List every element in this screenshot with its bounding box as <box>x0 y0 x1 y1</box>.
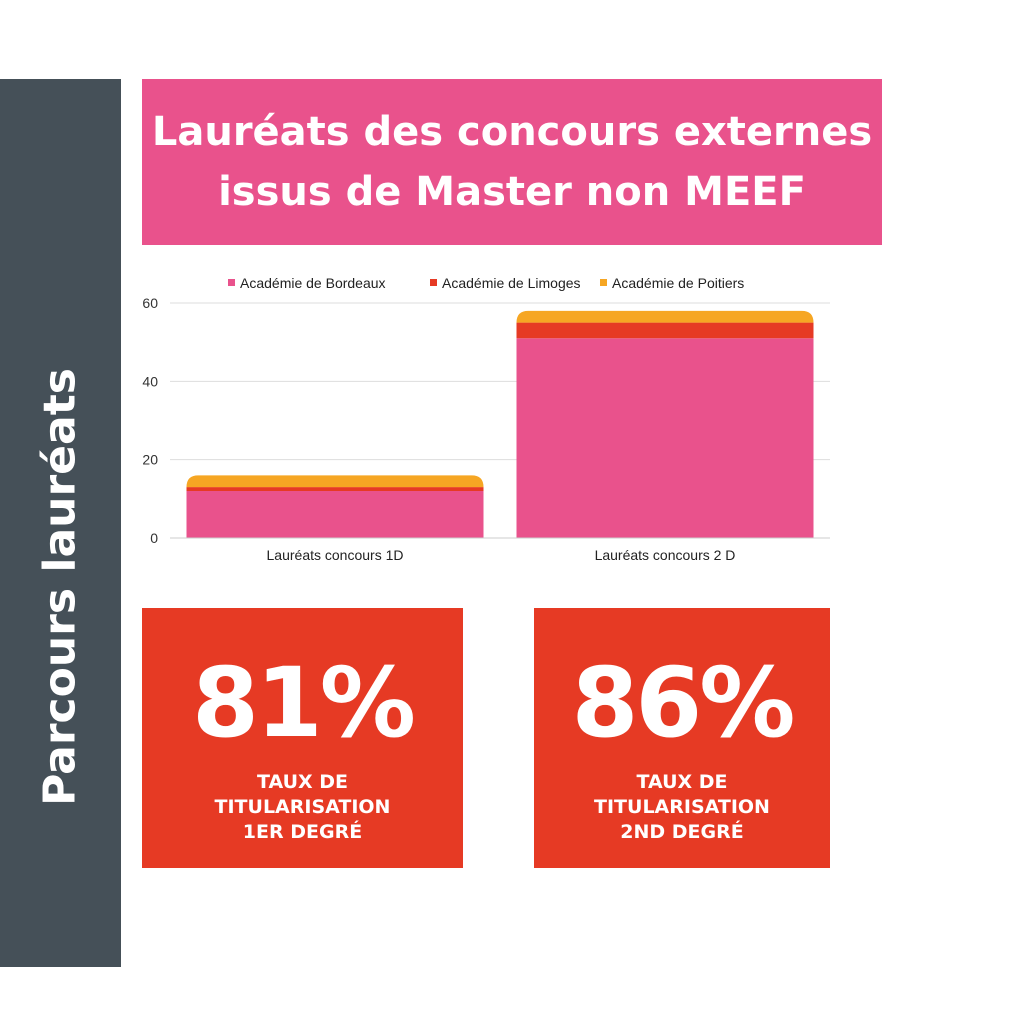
y-tick-label: 60 <box>142 295 158 311</box>
title-line-2: issus de Master non MEEF <box>218 169 806 215</box>
stat-label: TAUX DE TITULARISATION 1ER DEGRÉ <box>142 770 463 845</box>
stat-value: 81% <box>192 647 416 759</box>
y-tick-label: 40 <box>142 373 158 389</box>
stat-label-line: 1ER DEGRÉ <box>242 821 363 843</box>
stat-value: 86% <box>571 647 796 759</box>
legend-label: Académie de Bordeaux <box>240 275 386 291</box>
stat-label-line: 2ND DEGRÉ <box>620 821 744 843</box>
legend-swatch <box>228 279 235 286</box>
stacked-bar-chart: 0 20 40 60 Lauréats concours 1D Lauréats conc… <box>142 275 830 563</box>
x-tick-label: Lauréats concours 2 D <box>595 547 736 563</box>
y-tick-label: 0 <box>150 530 158 546</box>
legend-label: Académie de Poitiers <box>612 275 744 291</box>
stat-label-line: TAUX DE <box>256 771 349 793</box>
bar-segment <box>186 475 484 488</box>
stat-label: TAUX DE TITULARISATION 2ND DEGRÉ <box>534 770 830 845</box>
bar-segment <box>516 310 814 323</box>
stat-label-line: TITULARISATION <box>594 796 770 818</box>
legend-label: Académie de Limoges <box>442 275 581 291</box>
legend-swatch <box>430 279 437 286</box>
y-tick-label: 20 <box>142 452 158 468</box>
title-line-1: Lauréats des concours externes <box>151 109 873 155</box>
legend-swatch <box>600 279 607 286</box>
stat-label-line: TITULARISATION <box>214 796 391 818</box>
bar-segment <box>186 487 484 491</box>
bar-segment <box>186 491 484 538</box>
title-banner: Lauréats des concours externes issus de … <box>142 79 882 245</box>
side-title: Parcours lauréats <box>34 368 86 806</box>
stat-card-1er-degre: 81% TAUX DE TITULARISATION 1ER DEGRÉ <box>142 608 463 868</box>
stat-card-2nd-degre: 86% TAUX DE TITULARISATION 2ND DEGRÉ <box>534 608 830 868</box>
x-tick-label: Lauréats concours 1D <box>267 547 404 563</box>
side-bar: Parcours lauréats <box>0 79 121 967</box>
bar-segment <box>516 338 814 538</box>
stat-label-line: TAUX DE <box>636 771 728 793</box>
bar-segment <box>516 322 814 339</box>
